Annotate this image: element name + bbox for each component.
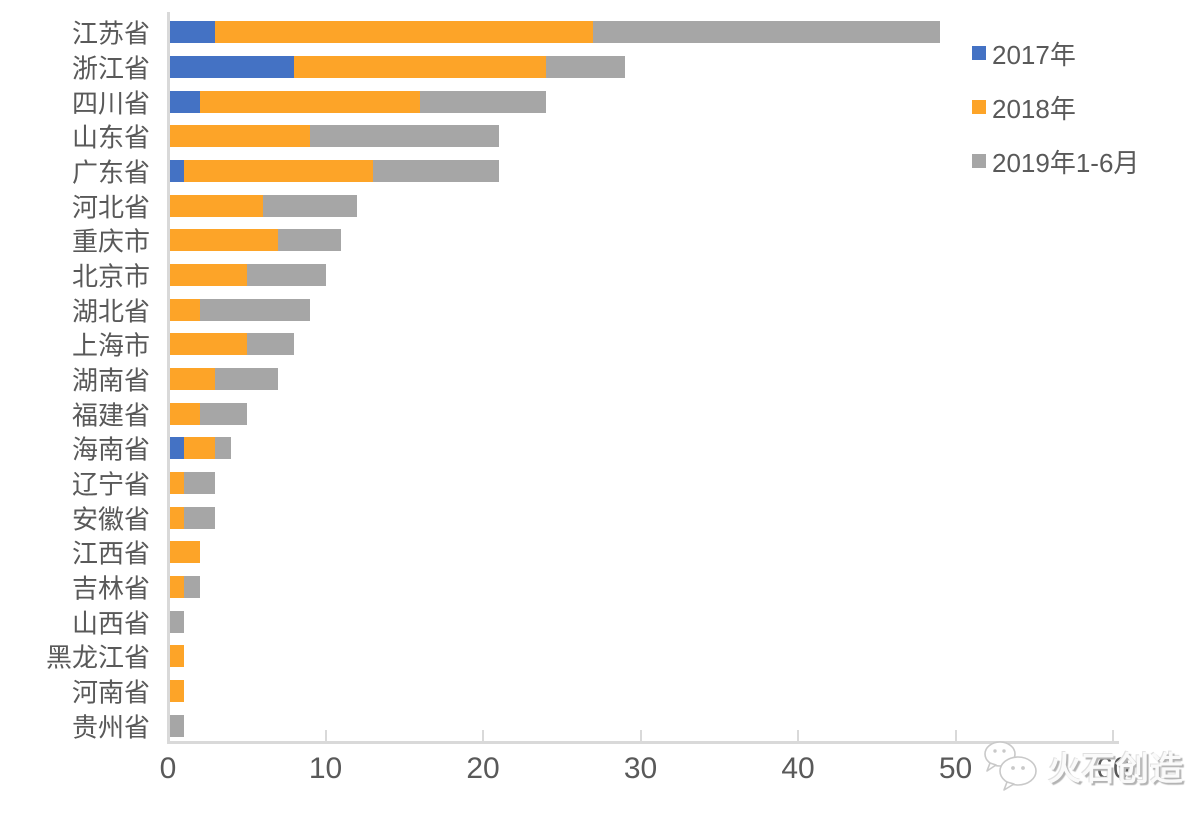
bar-segment [168, 264, 247, 286]
bar-segment [593, 21, 940, 44]
bar-segment [183, 506, 216, 529]
bar-segment [262, 194, 357, 217]
bar-segment [183, 576, 200, 598]
bar-segment [168, 56, 294, 78]
category-label: 广东省 [71, 157, 150, 188]
x-axis-tick [1112, 730, 1114, 742]
bar-segment [168, 90, 200, 113]
bar-segment [168, 194, 263, 217]
bar-segment [168, 333, 247, 356]
bar-segment [168, 437, 184, 460]
category-label: 河北省 [71, 192, 150, 223]
bar-segment [215, 368, 279, 390]
bar-segment [294, 56, 546, 78]
bar-segment [168, 576, 184, 598]
bar-segment [168, 21, 216, 44]
x-axis-tick [324, 730, 327, 742]
category-label: 贵州省 [71, 712, 150, 743]
x-axis-tick [797, 730, 799, 742]
bar-segment [168, 368, 216, 390]
x-axis-tick-label: 0 [159, 752, 177, 785]
bar-segment [168, 645, 184, 668]
legend-swatch-icon [972, 100, 986, 114]
x-axis-tick [954, 730, 957, 742]
bar-segment [546, 56, 625, 78]
category-label: 上海市 [71, 330, 150, 361]
bar-segment [168, 541, 200, 564]
category-label: 江西省 [71, 538, 150, 569]
category-label: 海南省 [71, 434, 150, 465]
category-label: 湖北省 [71, 296, 150, 327]
x-axis-tick [639, 730, 642, 742]
bar-segment [168, 610, 184, 633]
category-label: 安徽省 [71, 504, 150, 535]
bar-segment [168, 402, 200, 425]
bar-segment [199, 298, 310, 321]
bar-segment [246, 264, 326, 286]
x-axis-tick-label: 30 [623, 752, 658, 785]
category-label: 北京市 [71, 261, 150, 292]
bar-segment [420, 90, 546, 113]
legend-swatch-icon [972, 46, 986, 60]
bar-segment [168, 506, 184, 529]
category-label: 四川省 [71, 88, 150, 119]
bar-segment [278, 229, 342, 252]
x-axis-tick-label: 50 [938, 752, 973, 785]
bar-segment [372, 160, 499, 182]
legend: 2017年 2018年 2019年1-6月 [972, 38, 1139, 200]
legend-label: 2019年1-6月 [992, 147, 1140, 178]
bar-segment [215, 437, 231, 460]
bar-segment [168, 680, 184, 702]
category-label: 山西省 [71, 608, 150, 639]
category-label: 浙江省 [71, 53, 150, 84]
bar-segment [168, 298, 200, 321]
bar-segment [168, 160, 184, 182]
x-axis-tick [482, 730, 484, 742]
x-axis-tick-label: 40 [781, 752, 815, 785]
legend-item: 2017年 [972, 38, 1139, 70]
category-label: 辽宁省 [71, 469, 150, 500]
x-axis-tick-label: 60 [1096, 752, 1130, 785]
category-label: 江苏省 [71, 18, 150, 49]
bar-segment [199, 90, 420, 113]
x-axis-line [167, 741, 1119, 744]
legend-item: 2018年 [972, 92, 1139, 124]
bar-segment [246, 333, 294, 356]
legend-item: 2019年1-6月 [972, 146, 1139, 178]
bar-segment [168, 714, 184, 737]
bar-segment [309, 125, 499, 148]
legend-swatch-icon [972, 154, 986, 168]
category-label: 黑龙江省 [45, 642, 150, 673]
bar-segment [183, 472, 216, 494]
bar-segment [199, 402, 247, 425]
y-axis-line [167, 12, 170, 744]
bar-segment [183, 160, 373, 182]
bar-segment [215, 21, 594, 44]
bar-segment [168, 472, 184, 494]
category-label: 山东省 [71, 122, 150, 153]
x-axis-tick [167, 730, 169, 742]
category-label: 福建省 [71, 400, 150, 431]
bar-segment [183, 437, 216, 460]
legend-label: 2018年 [992, 93, 1076, 124]
category-label: 吉林省 [71, 573, 150, 604]
category-label: 湖南省 [71, 365, 150, 396]
x-axis-tick-label: 20 [466, 752, 500, 785]
category-label: 重庆市 [71, 226, 150, 257]
bar-segment [168, 125, 310, 148]
bar-segment [168, 229, 279, 252]
category-label: 河南省 [71, 677, 150, 708]
x-axis-tick-label: 10 [308, 752, 343, 785]
legend-label: 2017年 [992, 39, 1076, 70]
